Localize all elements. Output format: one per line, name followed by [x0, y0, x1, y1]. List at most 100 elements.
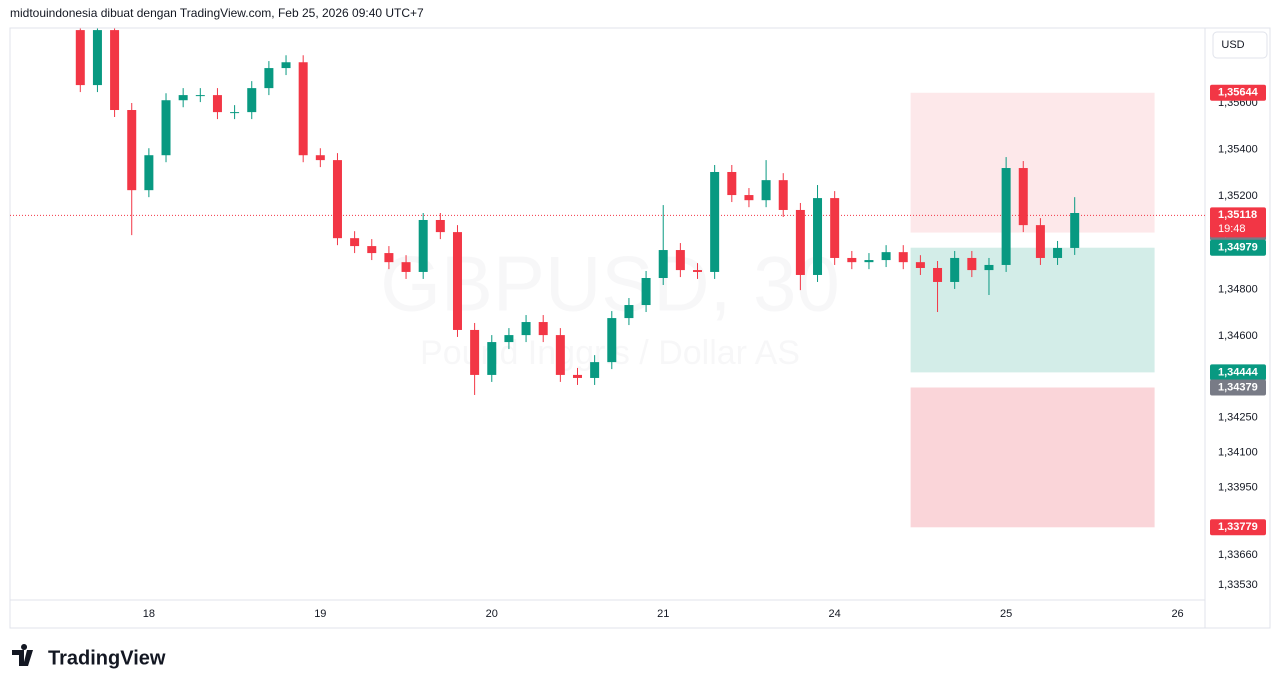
- x-tick-label: 18: [143, 608, 155, 620]
- candle-body: [127, 110, 137, 191]
- candle-body: [795, 209, 805, 275]
- candle-body: [984, 264, 994, 271]
- frame: [9, 27, 1271, 629]
- brand: TradingView: [48, 647, 166, 669]
- x-tick-label: 25: [1000, 608, 1012, 620]
- candle-body: [847, 257, 857, 263]
- y-tick-label: 1,34100: [1218, 446, 1258, 458]
- y-tick-label: 1,33660: [1218, 549, 1258, 561]
- candle-body: [898, 252, 908, 263]
- candle-body: [778, 180, 788, 210]
- candle-body: [864, 260, 874, 263]
- candle-body: [881, 252, 891, 261]
- candle-body: [384, 253, 394, 263]
- candle-body: [452, 232, 462, 330]
- x-tick-label: 24: [829, 608, 841, 620]
- candle-body: [470, 329, 480, 375]
- price-label-bg: [1210, 379, 1266, 396]
- price-label: 1,33779: [1218, 521, 1258, 533]
- candle-body: [607, 318, 617, 363]
- countdown: 19:48: [1218, 223, 1246, 235]
- x-tick-label: 21: [657, 608, 669, 620]
- y-tick-label: 1,35400: [1218, 144, 1258, 156]
- candle-body: [281, 62, 291, 69]
- candle-body: [1001, 168, 1011, 265]
- candle-body: [624, 305, 634, 319]
- currency[interactable]: USD: [1221, 39, 1244, 51]
- candle-body: [693, 270, 703, 272]
- candle-body: [572, 374, 582, 378]
- candle-body: [641, 278, 651, 306]
- candle-body: [144, 155, 154, 191]
- candle-body: [538, 322, 548, 336]
- price-label-bg: [1210, 239, 1266, 256]
- header: midtouindonesia dibuat dengan TradingVie…: [10, 6, 424, 20]
- logo-mark: [12, 644, 33, 666]
- candle-body: [212, 95, 222, 113]
- candle-body: [247, 88, 257, 113]
- y-tick-label: 1,34250: [1218, 411, 1258, 423]
- position-zone: [910, 92, 1155, 233]
- plot: [10, 28, 1205, 528]
- price-label: 1,34979: [1218, 242, 1258, 254]
- candle-body: [727, 171, 737, 196]
- candle-body: [332, 160, 342, 239]
- candle-body: [75, 30, 85, 86]
- candle-body: [435, 219, 445, 233]
- candle-body: [521, 322, 531, 336]
- y-tick-label: 1,35200: [1218, 190, 1258, 202]
- candle-body: [487, 342, 497, 375]
- position-zone: [910, 387, 1155, 528]
- x-tick-label: 19: [314, 608, 326, 620]
- position-zone: [910, 247, 1155, 373]
- y-tick-label: 1,33530: [1218, 579, 1258, 591]
- candle-body: [110, 30, 120, 111]
- y-tick-label: 1,33950: [1218, 481, 1258, 493]
- candle-body: [418, 219, 428, 272]
- x-tick-label: 26: [1171, 608, 1183, 620]
- candle-body: [298, 62, 308, 156]
- logo: TradingView: [12, 644, 166, 669]
- candle-body: [675, 250, 685, 271]
- y-tick-label: 1,34600: [1218, 330, 1258, 342]
- candle-body: [590, 362, 600, 378]
- price-label-bg: [1210, 84, 1266, 101]
- candle-body: [504, 335, 514, 343]
- candle-body: [161, 100, 171, 156]
- last-price-label-bg: [1210, 207, 1266, 238]
- candle-body: [350, 238, 360, 247]
- price-label: 1,34379: [1218, 381, 1258, 393]
- y-tick-label: 1,34800: [1218, 283, 1258, 295]
- candle-body: [401, 262, 411, 272]
- price-label: 1,35644: [1218, 87, 1259, 99]
- candle-body: [555, 335, 565, 375]
- candle-body: [367, 246, 377, 254]
- candle-body: [1070, 212, 1080, 248]
- candle-body: [195, 95, 205, 97]
- candle-body: [1053, 247, 1063, 258]
- candle-body: [761, 180, 771, 201]
- candle-body: [744, 195, 754, 201]
- watermark-title: GBPUSD, 30: [380, 240, 840, 328]
- candle-body: [230, 112, 240, 114]
- currency-button[interactable]: [1212, 31, 1268, 59]
- candle-body: [264, 68, 274, 89]
- candle-body: [813, 198, 823, 275]
- candle-body: [967, 257, 977, 271]
- price-label-bg: [1210, 519, 1266, 536]
- candle-body: [933, 267, 943, 282]
- candle-body: [830, 198, 840, 258]
- last-price-label: 1,35118: [1218, 209, 1257, 221]
- candle-body: [92, 30, 102, 86]
- candle-body: [1018, 168, 1028, 226]
- price-label-bg: [1210, 364, 1266, 381]
- candle-body: [658, 250, 668, 279]
- price-label: 1,34444: [1218, 366, 1259, 378]
- candle-body: [710, 171, 720, 272]
- x-tick-label: 20: [486, 608, 498, 620]
- candle-body: [950, 257, 960, 282]
- candle-body: [315, 155, 325, 161]
- candle-body: [178, 95, 188, 101]
- candle-body: [915, 262, 925, 268]
